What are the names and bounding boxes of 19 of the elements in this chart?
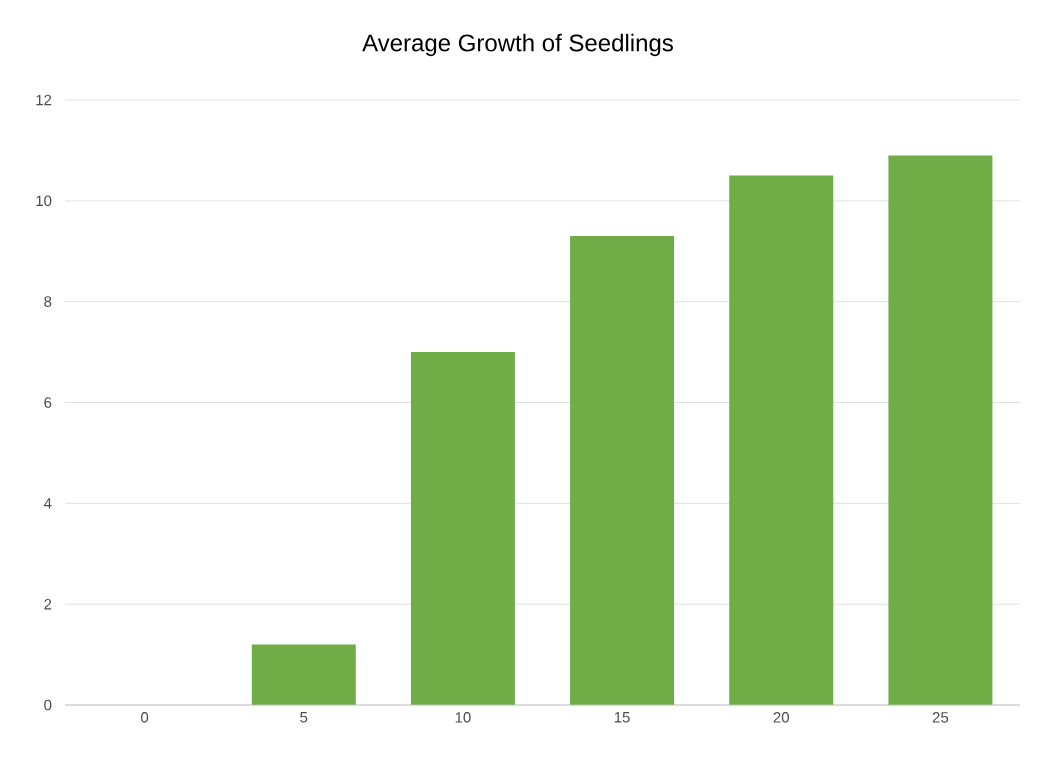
x-tick-label: 10 — [455, 712, 471, 723]
bar — [410, 352, 515, 705]
y-tick-label: 10 — [36, 195, 52, 207]
bar — [251, 644, 356, 705]
y-tick-label: 4 — [43, 498, 52, 509]
chart-title: Average Growth of Seedlings — [362, 33, 673, 57]
x-tick-label: 20 — [773, 712, 789, 723]
x-tick-label: 0 — [141, 712, 149, 723]
x-tick-label: 5 — [300, 712, 308, 723]
bar — [888, 155, 993, 705]
x-tick-label: 15 — [614, 712, 630, 723]
x-tick-label: 25 — [932, 712, 949, 723]
bar — [729, 175, 834, 705]
y-tick-label: 0 — [44, 699, 52, 711]
y-tick-label: 12 — [36, 94, 52, 106]
y-tick-label: 6 — [44, 397, 52, 408]
y-tick-label: 8 — [44, 296, 52, 307]
y-tick-label: 2 — [44, 598, 52, 610]
bar — [570, 236, 675, 705]
